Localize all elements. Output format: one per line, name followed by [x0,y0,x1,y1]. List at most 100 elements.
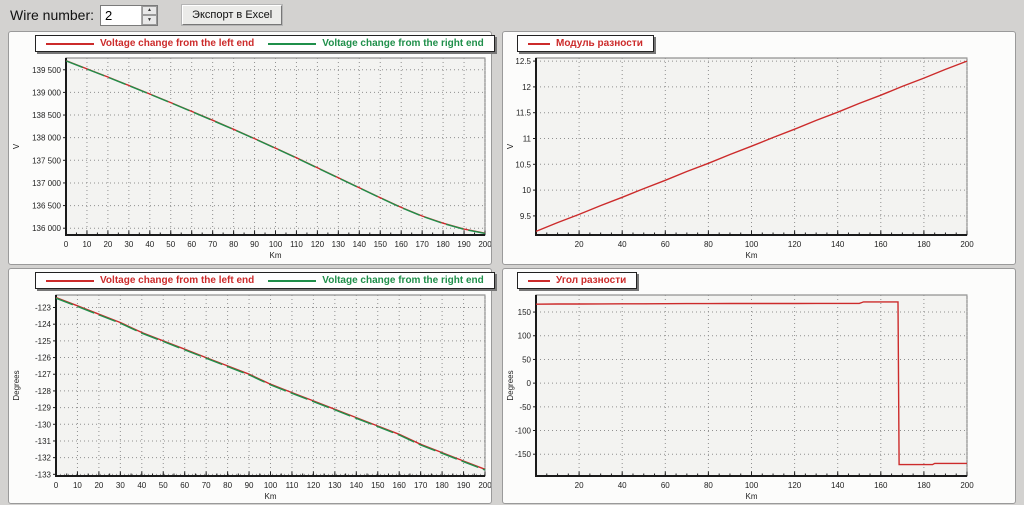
svg-text:-128: -128 [35,387,52,396]
svg-text:60: 60 [187,240,196,249]
svg-text:50: 50 [159,481,168,490]
svg-text:Degrees: Degrees [12,370,21,400]
svg-text:80: 80 [229,240,238,249]
legend-label: Угол разности [556,275,627,286]
svg-text:137 500: 137 500 [32,156,61,165]
svg-text:136 000: 136 000 [32,224,61,233]
svg-text:-130: -130 [35,420,52,429]
svg-text:60: 60 [180,481,189,490]
svg-text:140: 140 [831,481,845,490]
wire-number-input[interactable] [101,5,142,25]
svg-text:180: 180 [917,481,931,490]
svg-text:100: 100 [269,240,283,249]
svg-text:0: 0 [527,379,532,388]
svg-text:136 500: 136 500 [32,202,61,211]
svg-text:Km: Km [746,251,758,260]
svg-text:10: 10 [82,240,91,249]
legend-label: Модуль разности [556,38,643,49]
chart-legend: Угол разности [517,272,638,289]
svg-text:100: 100 [264,481,278,490]
legend-line-sample-icon [528,279,550,282]
svg-text:20: 20 [103,240,112,249]
voltage-line-chart: 139 500 139 000 138 500 138 000 137 500 137 0… [9,32,491,264]
svg-text:40: 40 [145,240,154,249]
svg-text:190: 190 [457,240,471,249]
legend-item: Voltage change from the right end [268,275,484,286]
svg-text:11: 11 [523,135,532,144]
spinner-buttons: ▲ ▼ [141,5,158,25]
svg-text:160: 160 [874,240,888,249]
svg-text:139 500: 139 500 [32,66,61,75]
svg-text:137 000: 137 000 [32,179,61,188]
svg-text:170: 170 [415,240,429,249]
svg-text:140: 140 [353,240,367,249]
svg-text:-50: -50 [519,403,531,412]
svg-text:90: 90 [250,240,259,249]
legend-line-sample-icon [268,42,317,45]
legend-item: Угол разности [528,275,626,286]
svg-text:80: 80 [704,481,713,490]
svg-text:-100: -100 [515,427,532,436]
svg-text:140: 140 [831,240,845,249]
chart-panel-voltage-top-left: Voltage change from the left end Voltage … [8,31,495,265]
svg-text:Km: Km [270,251,282,260]
svg-text:50: 50 [522,355,531,364]
svg-text:139 000: 139 000 [32,88,61,97]
toolbar: Wire number: ▲ ▼ Экспорт в Excel [0,0,1024,30]
svg-text:100: 100 [745,481,759,490]
svg-text:200: 200 [478,481,491,490]
svg-text:70: 70 [208,240,217,249]
svg-text:160: 160 [395,240,409,249]
svg-text:40: 40 [618,240,627,249]
svg-text:180: 180 [435,481,449,490]
legend-label: Voltage change from the right end [322,38,484,49]
svg-text:12.5: 12.5 [515,57,531,66]
chart-legend: Voltage change from the left end Voltage … [35,35,495,52]
svg-text:150: 150 [518,308,532,317]
svg-text:170: 170 [414,481,428,490]
svg-text:0: 0 [64,240,69,249]
svg-text:120: 120 [311,240,325,249]
svg-text:150: 150 [371,481,385,490]
svg-text:20: 20 [94,481,103,490]
svg-text:100: 100 [518,332,532,341]
svg-text:200: 200 [960,240,974,249]
wire-number-label: Wire number: [10,7,95,23]
svg-text:200: 200 [478,240,491,249]
svg-text:90: 90 [245,481,254,490]
svg-text:120: 120 [307,481,321,490]
svg-text:138 500: 138 500 [32,111,61,120]
svg-text:140: 140 [350,481,364,490]
legend-label: Voltage change from the left end [100,38,255,49]
svg-text:200: 200 [960,481,974,490]
svg-text:V: V [12,143,21,149]
svg-text:-126: -126 [35,354,52,363]
angle-line-chart: 150 100 50 0 -50 -100 -150 20 40 60 80 100 120 140 160… [503,269,1015,503]
svg-text:-131: -131 [35,437,52,446]
svg-text:130: 130 [328,481,342,490]
chart-panel-angle-bottom-right: Угол разности 150 100 50 0 -50 -100 -150 20 40 60… [502,268,1016,504]
svg-text:120: 120 [788,481,802,490]
legend-line-sample-icon [46,279,94,282]
svg-text:-132: -132 [35,454,52,463]
svg-text:20: 20 [575,481,584,490]
modulus-line-chart: 12.5 12 11.5 11 10.5 10 9.5 20 40 60 80 100 120 140 16… [503,32,1015,264]
svg-text:Km: Km [746,492,758,501]
svg-text:10: 10 [522,186,531,195]
svg-text:V: V [506,143,515,149]
svg-text:180: 180 [917,240,931,249]
spin-up-button[interactable]: ▲ [142,5,158,15]
svg-text:-133: -133 [35,470,52,479]
svg-text:11.5: 11.5 [516,109,532,118]
svg-text:120: 120 [788,240,802,249]
svg-text:40: 40 [137,481,146,490]
legend-label: Voltage change from the left end [100,275,255,286]
legend-item: Voltage change from the left end [46,38,254,49]
svg-text:60: 60 [661,240,670,249]
legend-item: Voltage change from the left end [46,275,254,286]
legend-item: Voltage change from the right end [268,38,484,49]
spin-down-button[interactable]: ▼ [142,15,158,25]
svg-text:160: 160 [393,481,407,490]
export-excel-button[interactable]: Экспорт в Excel [182,5,283,25]
wire-number-spinner[interactable]: ▲ ▼ [100,4,159,26]
